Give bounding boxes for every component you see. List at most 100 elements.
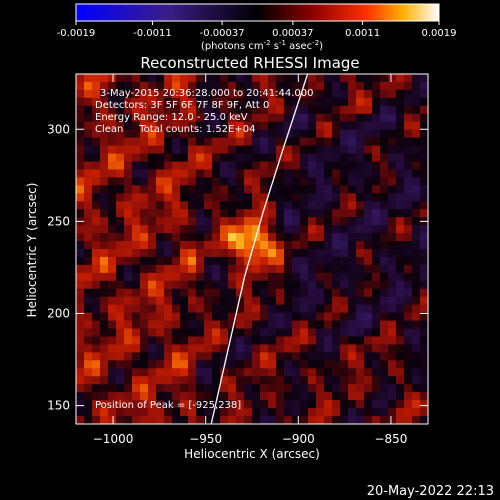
heatmap-cell xyxy=(260,217,269,226)
heatmap-cell xyxy=(412,272,421,282)
heatmap-cell xyxy=(84,193,93,202)
heatmap-cell xyxy=(252,368,261,377)
heatmap-cell xyxy=(420,74,428,83)
heatmap-cell xyxy=(108,145,117,155)
heatmap-cell xyxy=(76,320,85,330)
heatmap-cell xyxy=(396,153,405,163)
heatmap-cell xyxy=(140,145,149,155)
heatmap-cell xyxy=(108,296,117,306)
heatmap-cell xyxy=(364,288,373,298)
heatmap-cell xyxy=(276,288,285,298)
heatmap-cell xyxy=(308,416,317,424)
heatmap-cell xyxy=(92,392,101,401)
heatmap-cell xyxy=(228,264,237,274)
heatmap-cell xyxy=(340,121,349,131)
heatmap-cell xyxy=(236,320,245,330)
heatmap-cell xyxy=(324,217,333,226)
heatmap-cell xyxy=(140,217,149,226)
heatmap-cell xyxy=(300,256,309,266)
heatmap-cell xyxy=(164,121,173,131)
heatmap-cell xyxy=(148,280,157,290)
heatmap-cell xyxy=(380,264,389,274)
heatmap-cell xyxy=(180,121,189,131)
heatmap-cell xyxy=(308,121,317,131)
heatmap-cell xyxy=(332,256,341,266)
heatmap-cell xyxy=(172,193,181,202)
heatmap-cell xyxy=(364,376,373,385)
heatmap-cell xyxy=(164,153,173,163)
heatmap-cell xyxy=(196,312,205,322)
heatmap-cell xyxy=(164,320,173,330)
heatmap-cell xyxy=(356,352,365,361)
heatmap-cell xyxy=(172,129,181,139)
heatmap-cell xyxy=(324,344,333,353)
heatmap-cell xyxy=(180,145,189,155)
heatmap-cell xyxy=(396,145,405,155)
heatmap-cell xyxy=(412,256,421,266)
heatmap-cell xyxy=(364,384,373,393)
heatmap-cell xyxy=(372,304,381,314)
heatmap-cell xyxy=(148,344,157,353)
heatmap-cell xyxy=(156,416,165,424)
heatmap-cell xyxy=(332,320,341,330)
heatmap-cell xyxy=(308,400,317,409)
heatmap-cell xyxy=(396,328,405,338)
heatmap-cell xyxy=(180,217,189,226)
heatmap-cell xyxy=(396,137,405,147)
heatmap-cell xyxy=(116,145,125,155)
heatmap-cell xyxy=(260,400,269,409)
heatmap-cell xyxy=(116,185,125,194)
heatmap-cell xyxy=(236,352,245,361)
heatmap-cell xyxy=(284,320,293,330)
heatmap-cell xyxy=(268,336,277,346)
heatmap-cell xyxy=(372,352,381,361)
heatmap-cell xyxy=(340,368,349,377)
heatmap-cell xyxy=(76,400,85,409)
heatmap-cell xyxy=(92,145,101,155)
heatmap-cell xyxy=(292,81,301,91)
heatmap-cell xyxy=(356,336,365,346)
heatmap-cell xyxy=(100,121,109,131)
heatmap-cell xyxy=(372,408,381,417)
heatmap-cell xyxy=(140,384,149,393)
heatmap-cell xyxy=(212,137,221,147)
heatmap-cell xyxy=(292,272,301,282)
heatmap-cell xyxy=(124,328,133,338)
heatmap-cell xyxy=(340,384,349,393)
heatmap-cell xyxy=(100,249,109,258)
heatmap-cell xyxy=(164,113,173,123)
heatmap-cell xyxy=(156,344,165,353)
heatmap-cell xyxy=(308,209,317,218)
heatmap-cell xyxy=(148,145,157,155)
heatmap-cell xyxy=(300,384,309,393)
heatmap-cell xyxy=(156,217,165,226)
heatmap-cell xyxy=(132,201,141,210)
heatmap-cell xyxy=(412,169,421,178)
heatmap-cell xyxy=(276,296,285,306)
heatmap-cell xyxy=(300,392,309,401)
heatmap-cell xyxy=(324,241,333,250)
heatmap-cell xyxy=(156,177,165,186)
heatmap-cell xyxy=(244,320,253,330)
heatmap-cell xyxy=(148,360,157,369)
heatmap-cell xyxy=(100,368,109,377)
heatmap-cell xyxy=(308,153,317,163)
heatmap-cell xyxy=(212,129,221,139)
heatmap-cell xyxy=(220,81,229,91)
heatmap-cell xyxy=(148,153,157,163)
heatmap-cell xyxy=(76,296,85,306)
heatmap-cell xyxy=(204,225,213,234)
heatmap-cell xyxy=(108,169,117,178)
heatmap-cell xyxy=(396,264,405,274)
heatmap-cell xyxy=(324,89,333,99)
heatmap-cell xyxy=(324,416,333,424)
heatmap-cell xyxy=(116,336,125,346)
heatmap-cell xyxy=(396,368,405,377)
heatmap-cell xyxy=(364,280,373,290)
heatmap-cell xyxy=(348,392,357,401)
heatmap-cell xyxy=(92,360,101,369)
heatmap-cell xyxy=(252,360,261,369)
heatmap-cell xyxy=(204,376,213,385)
heatmap-cell xyxy=(188,97,197,107)
heatmap-cell xyxy=(84,280,93,290)
